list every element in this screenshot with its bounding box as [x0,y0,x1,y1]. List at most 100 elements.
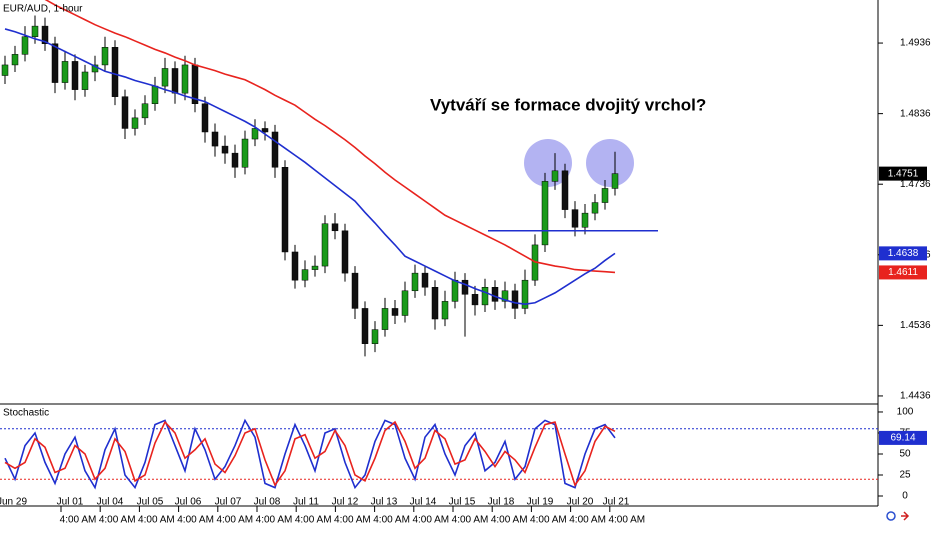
x-date-label: Jul 01 [57,497,84,508]
icon[interactable] [901,511,910,521]
x-date-label: Jul 13 [371,497,398,508]
candle-body [141,103,149,119]
x-date-label: Jul 04 [97,497,124,508]
candle-body [201,103,209,133]
candle-body [361,308,369,344]
y-tick-label: 1.4536 [900,320,931,331]
candle-body [371,329,379,344]
x-date-label: Jul 06 [175,497,202,508]
candle-body [21,36,29,55]
candle-body [71,61,79,90]
candle-body [521,279,529,309]
candle-body [541,181,549,246]
candle-body [181,64,189,94]
candle-body [311,265,319,270]
candle-body [251,128,259,140]
y-tick-label: 100 [897,407,914,418]
annotation: Vytváří se formace dvojitý vrchol? [430,95,706,114]
x-time-label: 4:00 AM [412,515,449,526]
x-time-label: 4:00 AM [99,515,136,526]
candle-body [441,301,449,320]
candle-body [391,308,399,316]
candle-body [231,152,239,168]
candle-body [341,230,349,274]
x-date-label: Jul 20 [567,497,594,508]
candle-body [221,145,229,154]
chart-title: EUR/AUD, 1-hour [3,4,83,15]
moving-average [44,0,616,274]
y-tick-label: 0 [902,491,908,502]
x-time-label: 4:00 AM [373,515,410,526]
candle-body [501,290,509,302]
x-time-label: 4:00 AM [256,515,293,526]
y-tick-label: 1.4736 [900,179,931,190]
y-tick-label: 1.4936 [900,38,931,49]
x-time-label: 4:00 AM [608,515,645,526]
candle-body [111,47,119,97]
candle-body [581,212,589,228]
y-tick-label: 25 [899,470,911,481]
toolbar-icons[interactable] [886,511,910,521]
candle-body [601,188,609,203]
candle-body [31,25,39,37]
peak-highlight [524,139,572,187]
stochastic-line [4,420,616,487]
candle-body [211,131,219,147]
candle-body [161,68,169,87]
x-date-label: Jul 15 [449,497,476,508]
candle-body [331,223,339,232]
candle-body [151,85,159,104]
price-label: 1.4638 [888,248,919,259]
candle-body [281,167,289,253]
x-time-label: 4:00 AM [530,515,567,526]
candle-body [321,223,329,267]
x-date-label: Jul 05 [137,497,164,508]
price-label-box [879,265,927,280]
x-date-label: Jul 12 [332,497,359,508]
x-time-label: 4:00 AM [295,515,332,526]
candle-body [171,68,179,94]
candle-body [41,25,49,45]
x-date-label: Jul 21 [603,497,630,508]
candle-body [421,272,429,288]
candle-body [561,170,569,210]
candle-body [81,71,89,90]
x-time-label: 4:00 AM [177,515,214,526]
stochastic-line [4,418,616,490]
price-label-box [879,430,927,445]
price-label-box [879,246,927,261]
stochastic-title: Stochastic [3,408,49,419]
candle-body [121,96,129,129]
candle-body [571,209,579,228]
candle-body [431,287,439,320]
candle-body [411,272,419,292]
candle-body [381,308,389,330]
y-tick-label: 1.4836 [900,108,931,119]
x-date-label: Jul 14 [410,497,437,508]
candle-body [511,290,519,309]
candle-body [61,61,69,83]
price-label: 1.4751 [888,168,919,179]
candle-body [101,47,109,66]
candle-body [481,287,489,306]
peak-highlight [586,139,634,187]
candle-body [11,54,19,66]
x-date-label: Jul 08 [254,497,281,508]
x-date-label: Jul 19 [527,497,554,508]
x-time-label: 4:00 AM [60,515,97,526]
candle-body [261,128,269,133]
price-label: 69.14 [890,433,915,444]
candle-body [51,43,59,83]
x-date-label: Jun 29 [0,497,27,508]
x-date-label: Jul 11 [293,497,319,508]
x-time-label: 4:00 AM [452,515,489,526]
candle-body [461,279,469,295]
candle-body [551,170,559,182]
candle-body [451,279,459,302]
x-time-label: 4:00 AM [138,515,175,526]
icon[interactable] [886,511,896,521]
price-plot [1,0,619,357]
candle-body [401,290,409,316]
